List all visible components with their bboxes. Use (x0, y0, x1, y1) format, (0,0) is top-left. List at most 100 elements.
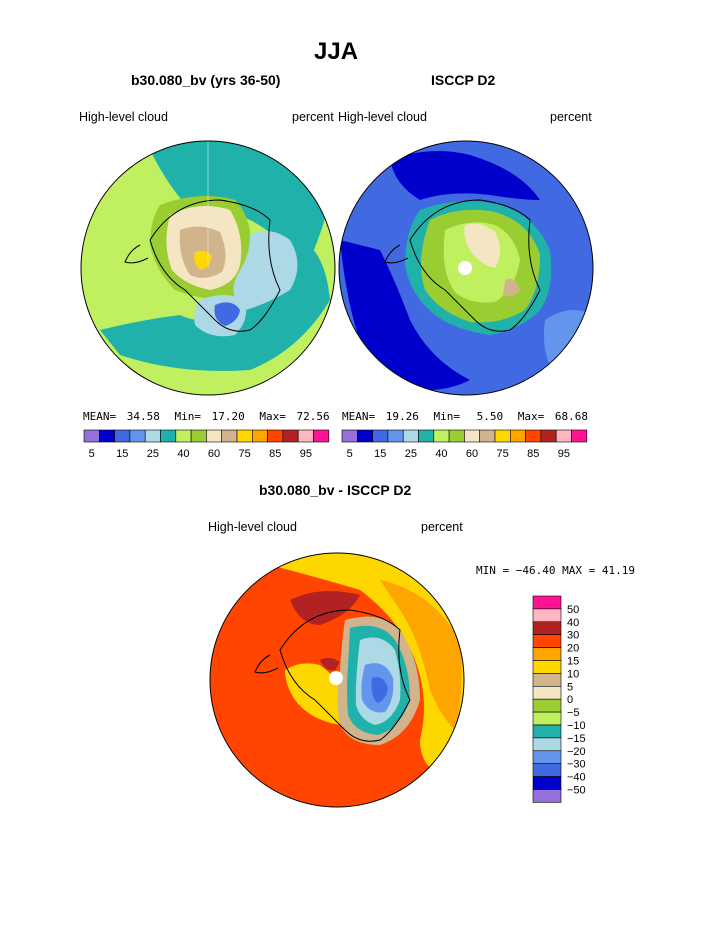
colorbar-swatch (509, 429, 526, 443)
colorbar-tick-label: 25 (405, 448, 417, 460)
colorbar-tick-label: 85 (269, 448, 281, 460)
colorbar-tick-label: 50 (567, 604, 579, 616)
panel2-title: ISCCP D2 (431, 72, 496, 88)
panel2-left-label: High-level cloud (338, 110, 427, 124)
panel2-min-label: Min= (433, 410, 461, 423)
colorbar-swatch (190, 429, 207, 443)
colorbar-swatch (282, 429, 299, 443)
colorbar-swatch (372, 429, 389, 443)
colorbar-tick-label: 85 (527, 448, 539, 460)
colorbar-swatch (532, 685, 562, 700)
colorbar-tick-label: 15 (374, 448, 386, 460)
colorbar-swatch (532, 711, 562, 726)
colorbar-swatch (160, 429, 177, 443)
colorbar-swatch (540, 429, 557, 443)
colorbar-swatch (464, 429, 480, 443)
colorbar-tick-label: −15 (567, 733, 586, 745)
panel1-mean: 34.58 (126, 410, 160, 423)
colorbar-swatch (479, 429, 496, 443)
panel1-min: 17.20 (211, 410, 245, 423)
panel2-right-label: percent (550, 110, 592, 124)
colorbar-tick-label: 25 (147, 448, 159, 460)
colorbar-swatch (532, 750, 562, 764)
colorbar-tick-label: 15 (116, 448, 128, 460)
panel2-mean-label: MEAN= (342, 410, 376, 423)
colorbar-swatch (433, 429, 450, 443)
colorbar-tick-label: −50 (567, 785, 586, 797)
colorbar-swatch (532, 634, 562, 648)
panel2-stats: MEAN= 19.26 Min= 5.50 Max= 68.68 (342, 410, 588, 423)
colorbar-swatch (571, 429, 588, 443)
colorbar-tick-label: 5 (567, 681, 573, 693)
colorbar-tick-label: 40 (567, 617, 579, 629)
colorbar-swatch (387, 429, 404, 443)
colorbar-tick-label: 10 (567, 668, 579, 680)
colorbar-tick-label: −5 (567, 707, 580, 719)
colorbar-swatch (129, 429, 146, 443)
panel1-max: 72.56 (296, 410, 330, 423)
colorbar-tick-label: 20 (567, 643, 579, 655)
colorbar-swatch (313, 429, 330, 443)
panel2-min: 5.50 (476, 410, 504, 423)
colorbar-swatch (532, 698, 562, 713)
panel1-max-label: Max= (259, 410, 286, 423)
colorbar-swatch (341, 429, 358, 443)
colorbar-tick-label: −20 (567, 746, 586, 758)
colorbar-swatch (525, 429, 542, 443)
panel1-stats: MEAN= 34.58 Min= 17.20 Max= 72.56 (83, 410, 330, 423)
colorbar-tick-label: 40 (435, 448, 447, 460)
colorbar-swatch (144, 429, 161, 443)
colorbar-swatch (532, 660, 562, 674)
colorbar-swatch (418, 429, 435, 443)
colorbar-swatch (267, 429, 284, 443)
panel3-left-label: High-level cloud (208, 520, 297, 534)
colorbar-swatch (356, 429, 373, 443)
colorbar-swatch (99, 429, 115, 443)
panel1-left-label: High-level cloud (79, 110, 168, 124)
colorbar-swatch (297, 429, 314, 443)
colorbar-swatch (532, 595, 562, 610)
colorbar-swatch (532, 776, 562, 790)
colorbar-swatch (206, 429, 222, 443)
colorbar-swatch (532, 763, 562, 777)
panel3-right-label: percent (421, 520, 463, 534)
colorbar-tick-label: 0 (567, 694, 573, 706)
panel1-min-label: Min= (174, 410, 202, 423)
colorbar-swatch (532, 724, 562, 739)
colorbar-swatch (83, 429, 100, 443)
colorbar-swatch (494, 429, 511, 443)
colorbar-tick-label: −10 (567, 720, 586, 732)
colorbar-swatch (114, 429, 131, 443)
colorbar-swatch (532, 621, 562, 635)
colorbar-tick-label: 75 (497, 448, 509, 460)
colorbar-model: 5 15 25 40 60 75 85 95 (83, 429, 330, 460)
colorbar-swatch (532, 647, 562, 661)
colorbar-swatch (402, 429, 419, 443)
colorbar-swatch (532, 737, 562, 752)
map-isccp (339, 141, 593, 395)
colorbar-tick-label: −30 (567, 759, 586, 771)
colorbar-swatch (236, 429, 253, 443)
colorbar-swatch (532, 789, 562, 803)
colorbar-tick-label: 60 (208, 448, 220, 460)
panel1-mean-label: MEAN= (83, 410, 117, 423)
colorbar-swatch (532, 608, 562, 623)
colorbar-tick-label: −40 (567, 772, 586, 784)
panel3-title: b30.080_bv - ISCCP D2 (259, 482, 412, 498)
colorbar-tick-label: 30 (567, 630, 579, 642)
colorbar-swatch (252, 429, 268, 443)
panel1-right-label: percent (292, 110, 334, 124)
colorbar-tick-label: 75 (239, 448, 251, 460)
panel2-mean: 19.26 (385, 410, 419, 423)
colorbar-tick-label: 5 (347, 448, 353, 460)
colorbar-tick-label: 15 (567, 656, 579, 668)
map-model (81, 141, 335, 395)
colorbar-tick-label: 5 (89, 448, 95, 460)
colorbar-swatch (532, 673, 562, 687)
colorbar-swatch (221, 429, 238, 443)
colorbar-tick-label: 95 (300, 448, 312, 460)
colorbar-tick-label: 40 (177, 448, 189, 460)
colorbar-swatch (175, 429, 192, 443)
